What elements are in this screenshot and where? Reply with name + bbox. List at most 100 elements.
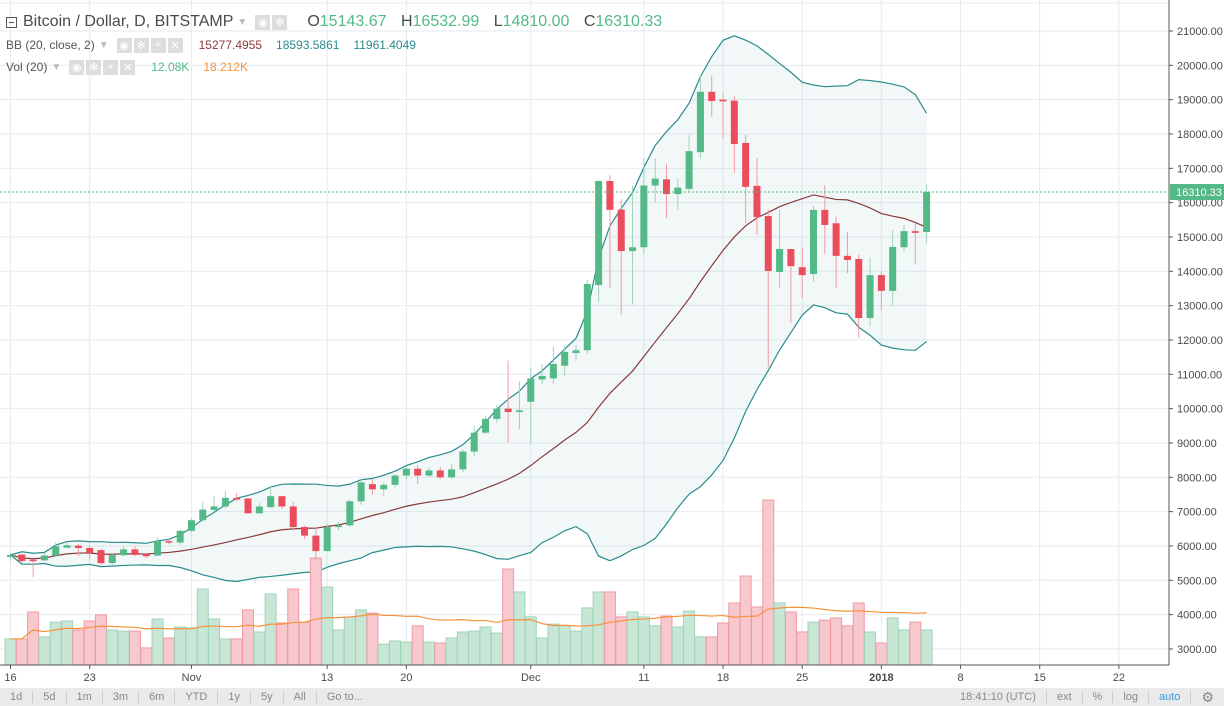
volume-bar [264,593,277,666]
ext-toggle[interactable]: ext [1047,691,1083,703]
close-icon[interactable]: ✕ [167,37,183,53]
volume-bar [649,625,662,666]
candle-body [255,506,263,514]
range-ytd[interactable]: YTD [175,691,219,703]
candle-body [323,527,331,552]
volume-bar [637,616,650,666]
candle-body [708,91,716,102]
volume-bar [366,612,379,666]
gear-icon[interactable]: ✻ [86,59,102,75]
candle-body [425,470,433,476]
range-1y[interactable]: 1y [218,691,251,703]
x-tick-label: 13 [321,672,333,684]
volume-bar [49,621,62,666]
bb-lower-value: 11961.4049 [353,38,416,52]
bb-fill [10,35,927,582]
range-6m[interactable]: 6m [139,691,176,703]
volume-bar [705,636,718,666]
candle-body [900,231,908,248]
candle-body [923,191,931,233]
volume-bar [422,641,435,666]
vol-label[interactable]: Vol (20) [6,60,48,74]
price-axis[interactable] [1169,0,1224,665]
y-tick-label: 7000.00 [1177,507,1217,519]
candle-body [334,525,342,528]
candle-body [210,506,218,510]
gear-icon[interactable]: ✻ [133,37,149,53]
volume-bar [287,588,300,666]
volume-bar [683,610,696,666]
x-tick-label: 20 [400,672,412,684]
time-axis-labels[interactable]: 16 23 Nov 13 20 Dec 11 18 25 2018 8 15 22 [4,665,1125,684]
symbol-title[interactable]: Bitcoin / Dollar, D, BITSTAMP [23,13,234,30]
last-price-tag: 16310.33 [1170,183,1224,200]
eye-icon[interactable]: ◉ [69,59,85,75]
plus-icon[interactable]: + [103,59,119,75]
candle-body [651,178,659,186]
close-icon[interactable]: ✕ [120,59,136,75]
gear-icon[interactable]: ✻ [272,14,288,30]
range-3m[interactable]: 3m [103,691,140,703]
volume-bar [920,629,933,666]
volume-bar [185,627,198,666]
volume-bar [660,615,673,666]
volume-bar [389,640,402,666]
x-tick-label: Nov [182,672,202,684]
candle-body [97,550,105,564]
volume-bar [38,636,51,666]
candle-body [629,247,637,252]
auto-toggle[interactable]: auto [1149,691,1192,703]
candle-body [787,248,795,267]
chevron-down-icon[interactable]: ▼ [51,61,62,73]
volume-bar [400,641,413,666]
range-5y[interactable]: 5y [251,691,284,703]
candle-body [108,555,116,564]
candle-body [391,475,399,485]
plus-icon[interactable]: + [150,37,166,53]
gear-icon[interactable]: ⚙ [1201,689,1214,705]
candle-body [233,497,241,500]
volume-bar [343,616,356,666]
volume-bar [784,611,797,666]
x-tick-label: 22 [1113,672,1125,684]
volume-bar [309,557,322,666]
range-1m[interactable]: 1m [67,691,103,703]
eye-icon[interactable]: ◉ [116,37,132,53]
y-tick-label: 20000.00 [1177,60,1223,72]
close-label: C [583,13,596,30]
log-toggle[interactable]: log [1113,691,1150,703]
chevron-down-icon[interactable]: ▼ [237,16,248,28]
goto-button[interactable]: Go to... [326,691,363,703]
chevron-down-icon[interactable]: ▼ [98,39,109,51]
candle-body [436,470,444,478]
collapse-icon[interactable] [6,16,17,28]
range-all[interactable]: All [284,691,317,703]
y-tick-label: 21000.00 [1177,26,1223,38]
y-tick-label: 13000.00 [1177,301,1223,313]
vol-legend-row: Vol (20) ▼ ◉ ✻ + ✕ 12.08K 18.212K [6,56,662,78]
x-tick-label: 8 [957,672,963,684]
percent-toggle[interactable]: % [1083,691,1114,703]
range-1d[interactable]: 1d [0,691,34,703]
volume-bar [615,616,628,666]
candle-body [368,484,376,490]
y-tick-label: 8000.00 [1177,472,1217,484]
utc-clock[interactable]: 18:41:10 (UTC) [950,691,1047,703]
range-5d[interactable]: 5d [33,691,67,703]
candle-body [301,527,309,536]
volume-bar [61,620,74,666]
candle-body [595,181,603,286]
candle-body [606,181,614,210]
candle-body [402,468,410,476]
eye-icon[interactable]: ◉ [255,14,271,30]
candle-body [380,484,388,490]
y-tick-label: 4000.00 [1177,610,1217,622]
candle-body [7,554,14,557]
candle-body [889,246,897,291]
bb-label[interactable]: BB (20, close, 2) [6,38,95,52]
volume-bar [581,607,594,666]
candle-body [753,185,761,218]
last-price-tag-text: 16310.33 [1176,187,1222,199]
candle-body [86,548,94,553]
